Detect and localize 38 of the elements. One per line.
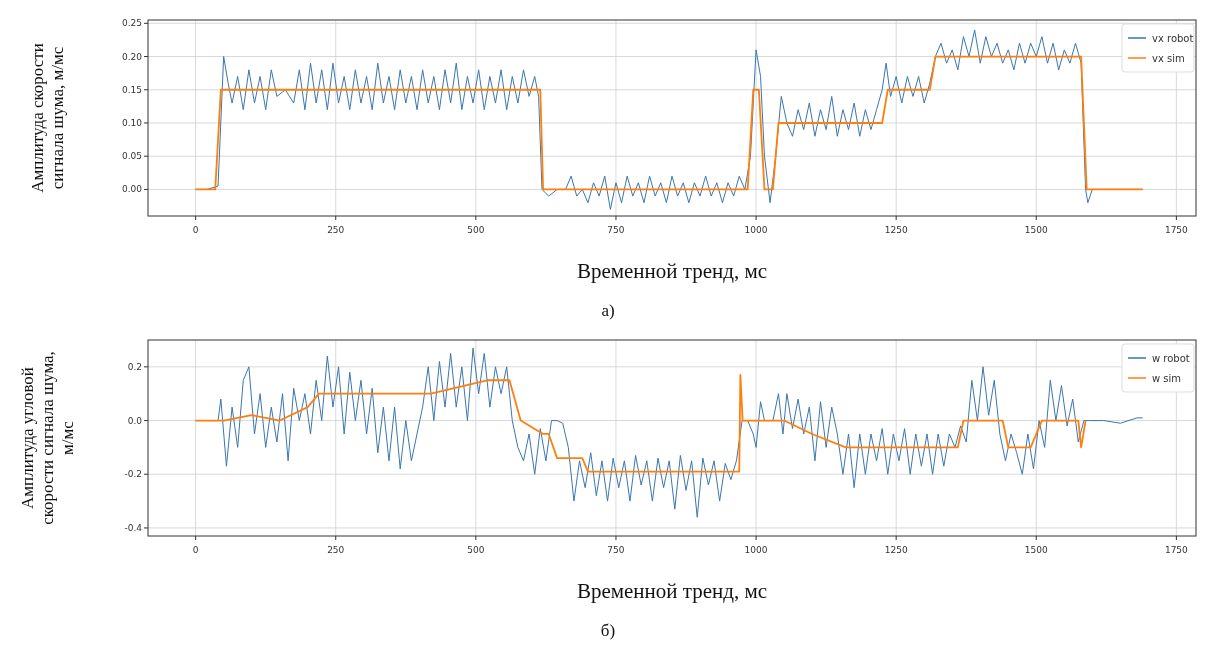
y-tick-label: 0.0 bbox=[127, 415, 143, 426]
x-axis-title: Временной тренд, мс bbox=[576, 579, 768, 603]
legend-label: w robot bbox=[1152, 353, 1190, 364]
y-tick-label: 0.2 bbox=[127, 361, 142, 372]
x-tick-label: 1750 bbox=[1164, 225, 1189, 235]
x-tick-label: 1250 bbox=[884, 225, 908, 235]
x-tick-label: 0 bbox=[192, 225, 199, 235]
y-tick-label: 0.20 bbox=[121, 51, 143, 62]
line-series bbox=[194, 55, 1144, 191]
y-tick-label: 0.10 bbox=[121, 117, 143, 128]
x-tick-label: 1500 bbox=[1024, 225, 1048, 235]
y-tick-label: -0.4 bbox=[124, 522, 143, 533]
y-tick-label: -0.2 bbox=[124, 469, 142, 480]
legend-label: vx robot bbox=[1152, 33, 1194, 44]
y-axis-title: Амплитуда угловой скорости сигнала шума, м/мс bbox=[18, 351, 77, 525]
y-tick-label: 0.00 bbox=[121, 184, 143, 195]
x-tick-label: 250 bbox=[327, 225, 345, 235]
y-axis-title: Амплитуда скорости сигнала шума, м/мс bbox=[28, 43, 67, 193]
x-tick-label: 1250 bbox=[884, 545, 908, 555]
x-tick-label: 1000 bbox=[744, 545, 768, 555]
x-tick-label: 750 bbox=[607, 545, 625, 555]
line-series bbox=[194, 374, 1087, 473]
x-tick-label: 1000 bbox=[744, 225, 768, 235]
y-tick-label: 0.15 bbox=[121, 84, 142, 95]
x-tick-label: 750 bbox=[607, 225, 625, 235]
x-tick-label: 0 bbox=[192, 545, 199, 555]
x-axis-title: Временной тренд, мс bbox=[576, 259, 768, 283]
x-tick-label: 1500 bbox=[1024, 545, 1048, 555]
text: а) bbox=[601, 301, 615, 320]
text: б) bbox=[600, 621, 616, 640]
x-tick-label: 250 bbox=[327, 545, 345, 555]
y-tick-label: 0.25 bbox=[121, 18, 142, 29]
x-tick-label: 500 bbox=[467, 225, 485, 235]
x-tick-label: 1750 bbox=[1164, 545, 1189, 555]
x-tick-label: 500 bbox=[467, 545, 485, 555]
y-tick-label: 0.05 bbox=[121, 151, 142, 162]
legend-label: vx sim bbox=[1152, 53, 1185, 64]
legend-label: w sim bbox=[1152, 373, 1182, 384]
